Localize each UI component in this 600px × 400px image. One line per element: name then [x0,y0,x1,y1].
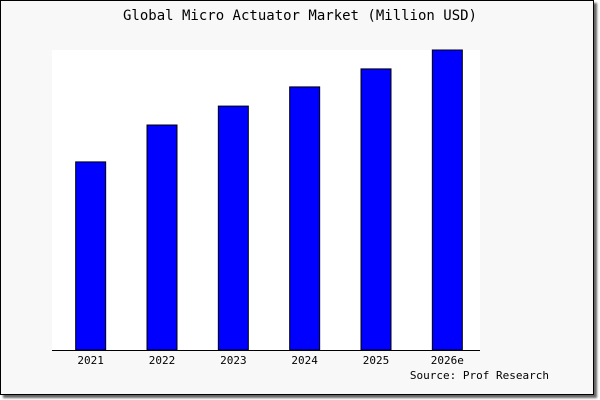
source-note: Source: Prof Research [410,369,549,382]
x-tick-label: 2022 [149,354,176,367]
bar-2021 [75,161,107,351]
x-tick-label: 2026e [431,354,464,367]
bar-2022 [146,124,178,351]
bar-2026e [431,49,463,351]
bar-2025 [360,68,392,351]
x-tick-label: 2021 [77,354,104,367]
plot-area [52,50,480,350]
chart-title: Global Micro Actuator Market (Million US… [123,8,477,24]
x-tick-label: 2024 [291,354,318,367]
bar-2024 [289,86,321,351]
x-tick-label: 2025 [363,354,390,367]
bar-2023 [217,105,249,351]
x-tick-label: 2023 [220,354,247,367]
